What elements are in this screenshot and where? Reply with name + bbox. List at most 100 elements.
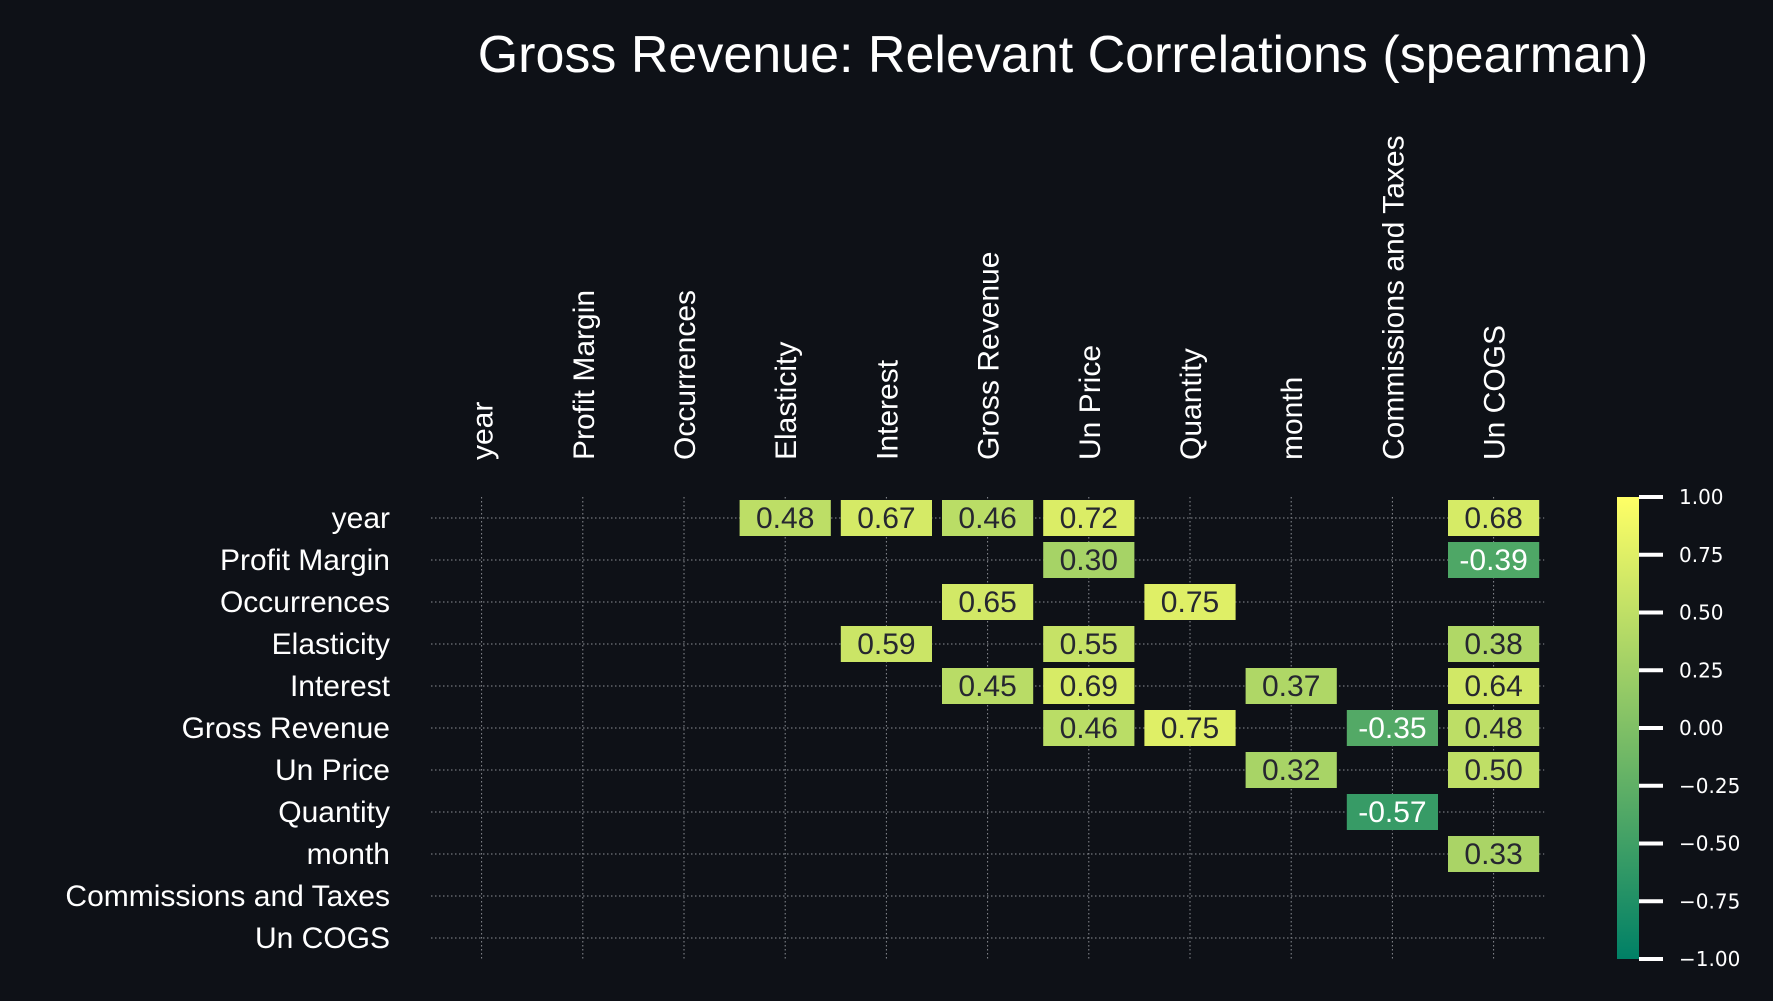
chart-title: Gross Revenue: Relevant Correlations (sp…: [478, 26, 1649, 84]
heatmap-cell-year-interest: 0.67: [840, 500, 932, 536]
row-label-commissions-and-taxes: Commissions and Taxes: [65, 880, 390, 913]
heatmap-cell-label: 0.59: [857, 628, 915, 661]
heatmap-cell-label: 0.33: [1464, 838, 1522, 871]
heatmap-cell-gross-revenue-commissions-and-taxes: -0.35: [1346, 710, 1438, 746]
heatmap-cell-label: 0.67: [857, 502, 915, 535]
heatmap-cell-elasticity-un-cogs: 0.38: [1448, 626, 1540, 662]
heatmap-cell-rect: [1448, 752, 1540, 788]
colorbar-tick-label: 0.00: [1679, 716, 1724, 740]
heatmap-cell-year-elasticity: 0.48: [739, 500, 831, 536]
column-label-year: year: [467, 402, 500, 460]
column-label-un-cogs: Un COGS: [1479, 325, 1512, 460]
row-label-quantity: Quantity: [278, 796, 390, 829]
heatmap-cell-occurrences-gross-revenue: 0.65: [942, 584, 1034, 620]
heatmap-cell-interest-month: 0.37: [1245, 668, 1337, 704]
row-label-occurrences: Occurrences: [220, 586, 390, 619]
colorbar: 1.00 0.75 0.50 0.25 0.00 −0.25 −0.50 −0.75 −1.00: [1617, 485, 1740, 971]
heatmap-cell-un-price-month: 0.32: [1245, 752, 1337, 788]
heatmap-cell-year-un-cogs: 0.68: [1448, 500, 1540, 536]
column-label-gross-revenue: Gross Revenue: [973, 252, 1006, 460]
heatmap-cell-rect: [1245, 752, 1337, 788]
heatmap-cell-month-un-cogs: 0.33: [1448, 836, 1540, 872]
colorbar-tick-label: −0.75: [1679, 889, 1740, 913]
heatmap-cell-label: 0.45: [958, 670, 1016, 703]
heatmap-cell-year-gross-revenue: 0.46: [942, 500, 1034, 536]
heatmap-cell-rect: [840, 626, 932, 662]
column-label-occurrences: Occurrences: [669, 290, 702, 460]
heatmap-cell-interest-gross-revenue: 0.45: [942, 668, 1034, 704]
heatmap-cells: 0.48 0.67 0.46 0.72 0.68 0.30 -0.39 0.65 0.75 0.5…: [739, 500, 1540, 872]
column-label-commissions-and-taxes: Commissions and Taxes: [1377, 135, 1410, 460]
column-label-quantity: Quantity: [1175, 348, 1208, 460]
heatmap-cell-rect: [1346, 794, 1438, 830]
heatmap-cell-rect: [739, 500, 831, 536]
heatmap-cell-rect: [1346, 710, 1438, 746]
heatmap-cell-rect: [1245, 668, 1337, 704]
column-label-month: month: [1276, 377, 1309, 460]
heatmap-cell-rect: [1043, 500, 1135, 536]
column-label-interest: Interest: [871, 359, 904, 460]
heatmap-cell-profit-margin-un-cogs: -0.39: [1448, 542, 1540, 578]
row-label-year: year: [332, 502, 390, 535]
heatmap-cell-rect: [942, 500, 1034, 536]
row-labels: year Profit Margin Occurrences Elasticity In…: [65, 502, 390, 955]
heatmap-cell-label: 0.68: [1464, 502, 1522, 535]
heatmap-cell-elasticity-interest: 0.59: [840, 626, 932, 662]
row-label-un-cogs: Un COGS: [255, 922, 390, 955]
column-labels: year Profit Margin Occurrences Elasticity In…: [467, 135, 1512, 460]
heatmap-cell-rect: [1144, 584, 1236, 620]
heatmap-cell-label: -0.39: [1459, 544, 1527, 577]
heatmap-cell-elasticity-un-price: 0.55: [1043, 626, 1135, 662]
colorbar-tick-label: 0.50: [1679, 601, 1724, 625]
colorbar-gradient: [1617, 497, 1639, 959]
heatmap-cell-rect: [942, 584, 1034, 620]
row-label-elasticity: Elasticity: [272, 628, 390, 661]
heatmap-cell-rect: [1448, 626, 1540, 662]
heatmap-cell-rect: [1448, 710, 1540, 746]
heatmap-cell-profit-margin-un-price: 0.30: [1043, 542, 1135, 578]
row-label-profit-margin: Profit Margin: [220, 544, 390, 577]
heatmap-cell-label: 0.46: [958, 502, 1016, 535]
colorbar-tick-label: 1.00: [1679, 485, 1724, 509]
heatmap-cell-rect: [1448, 836, 1540, 872]
heatmap-cell-interest-un-price: 0.69: [1043, 668, 1135, 704]
heatmap-cell-label: 0.75: [1161, 586, 1219, 619]
heatmap-cell-rect: [1043, 710, 1135, 746]
heatmap-cell-rect: [1448, 500, 1540, 536]
heatmap-cell-occurrences-quantity: 0.75: [1144, 584, 1236, 620]
heatmap-cell-label: 0.64: [1464, 670, 1522, 703]
heatmap-cell-gross-revenue-quantity: 0.75: [1144, 710, 1236, 746]
row-label-gross-revenue: Gross Revenue: [182, 712, 390, 745]
heatmap-cell-label: 0.69: [1060, 670, 1118, 703]
row-label-interest: Interest: [290, 670, 391, 703]
heatmap-cell-label: 0.32: [1262, 754, 1320, 787]
column-label-profit-margin: Profit Margin: [568, 290, 601, 460]
colorbar-tick-label: −1.00: [1679, 947, 1740, 971]
heatmap-cell-label: 0.72: [1060, 502, 1118, 535]
heatmap-cell-label: 0.65: [958, 586, 1016, 619]
heatmap-cell-year-un-price: 0.72: [1043, 500, 1135, 536]
heatmap-cell-rect: [1448, 668, 1540, 704]
heatmap-cell-label: 0.38: [1464, 628, 1522, 661]
heatmap-cell-label: -0.57: [1358, 796, 1426, 829]
heatmap-cell-interest-un-cogs: 0.64: [1448, 668, 1540, 704]
column-label-elasticity: Elasticity: [770, 342, 803, 460]
heatmap-cell-label: 0.46: [1060, 712, 1118, 745]
colorbar-tick-label: 0.25: [1679, 658, 1724, 682]
heatmap-cell-label: 0.48: [756, 502, 814, 535]
heatmap-cell-label: 0.48: [1464, 712, 1522, 745]
heatmap-cell-rect: [1043, 542, 1135, 578]
heatmap-cell-label: 0.37: [1262, 670, 1320, 703]
heatmap-cell-gross-revenue-un-price: 0.46: [1043, 710, 1135, 746]
heatmap-cell-quantity-commissions-and-taxes: -0.57: [1346, 794, 1438, 830]
heatmap-cell-label: 0.75: [1161, 712, 1219, 745]
heatmap-cell-label: 0.50: [1464, 754, 1522, 787]
colorbar-tick-label: 0.75: [1679, 543, 1724, 567]
heatmap-cell-rect: [840, 500, 932, 536]
colorbar-tick-label: −0.25: [1679, 774, 1740, 798]
heatmap-cell-label: -0.35: [1358, 712, 1426, 745]
row-label-month: month: [307, 838, 390, 871]
column-label-un-price: Un Price: [1074, 345, 1107, 460]
colorbar-tick-label: −0.50: [1679, 832, 1740, 856]
